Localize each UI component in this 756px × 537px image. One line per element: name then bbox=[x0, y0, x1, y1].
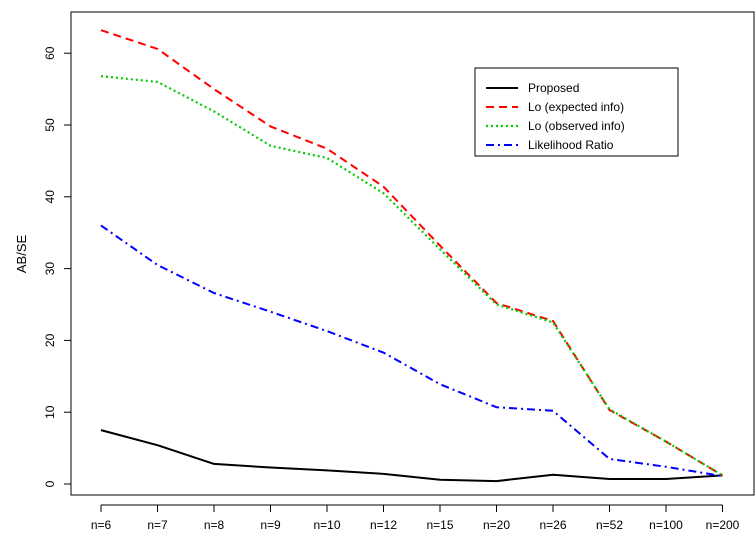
x-tick-label: n=12 bbox=[370, 518, 397, 532]
y-tick-label: 10 bbox=[43, 405, 57, 419]
x-tick-label: n=20 bbox=[483, 518, 510, 532]
x-tick-label: n=6 bbox=[91, 518, 112, 532]
legend: Proposed Lo (expected info) Lo (observed i… bbox=[474, 67, 679, 157]
y-tick-label: 40 bbox=[43, 190, 57, 204]
series-line-0 bbox=[100, 429, 723, 483]
x-tick-label: n=7 bbox=[147, 518, 168, 532]
x-tick-label: n=52 bbox=[596, 518, 623, 532]
x-axis: n=6 n=7 n=8 n=9 n=10 n=12 n=15 n=20 n=26 n=52 n=10… bbox=[91, 504, 740, 532]
x-tick-label: n=10 bbox=[313, 518, 340, 532]
legend-box bbox=[474, 67, 679, 157]
y-tick-label: 30 bbox=[43, 262, 57, 276]
x-tick-label: n=15 bbox=[426, 518, 453, 532]
legend-label: Lo (expected info) bbox=[528, 100, 624, 114]
legend-label: Likelihood Ratio bbox=[528, 138, 614, 152]
y-tick-label: 0 bbox=[43, 480, 57, 487]
x-tick-label: n=8 bbox=[204, 518, 225, 532]
series-line-2 bbox=[100, 75, 724, 477]
y-axis-label: AB/SE bbox=[14, 235, 29, 274]
y-axis: 0 10 20 30 40 50 60 bbox=[43, 46, 72, 487]
x-tick-label: n=100 bbox=[649, 518, 683, 532]
x-tick-label: n=9 bbox=[260, 518, 281, 532]
legend-label: Proposed bbox=[528, 81, 579, 95]
series-line-1 bbox=[100, 29, 724, 477]
legend-label: Lo (observed info) bbox=[528, 119, 625, 133]
series-lines bbox=[100, 29, 724, 483]
x-tick-label: n=200 bbox=[706, 518, 740, 532]
x-tick-label: n=26 bbox=[539, 518, 566, 532]
y-tick-label: 60 bbox=[43, 46, 57, 60]
series-line-3 bbox=[100, 224, 723, 478]
y-tick-label: 50 bbox=[43, 118, 57, 132]
y-tick-label: 20 bbox=[43, 333, 57, 347]
